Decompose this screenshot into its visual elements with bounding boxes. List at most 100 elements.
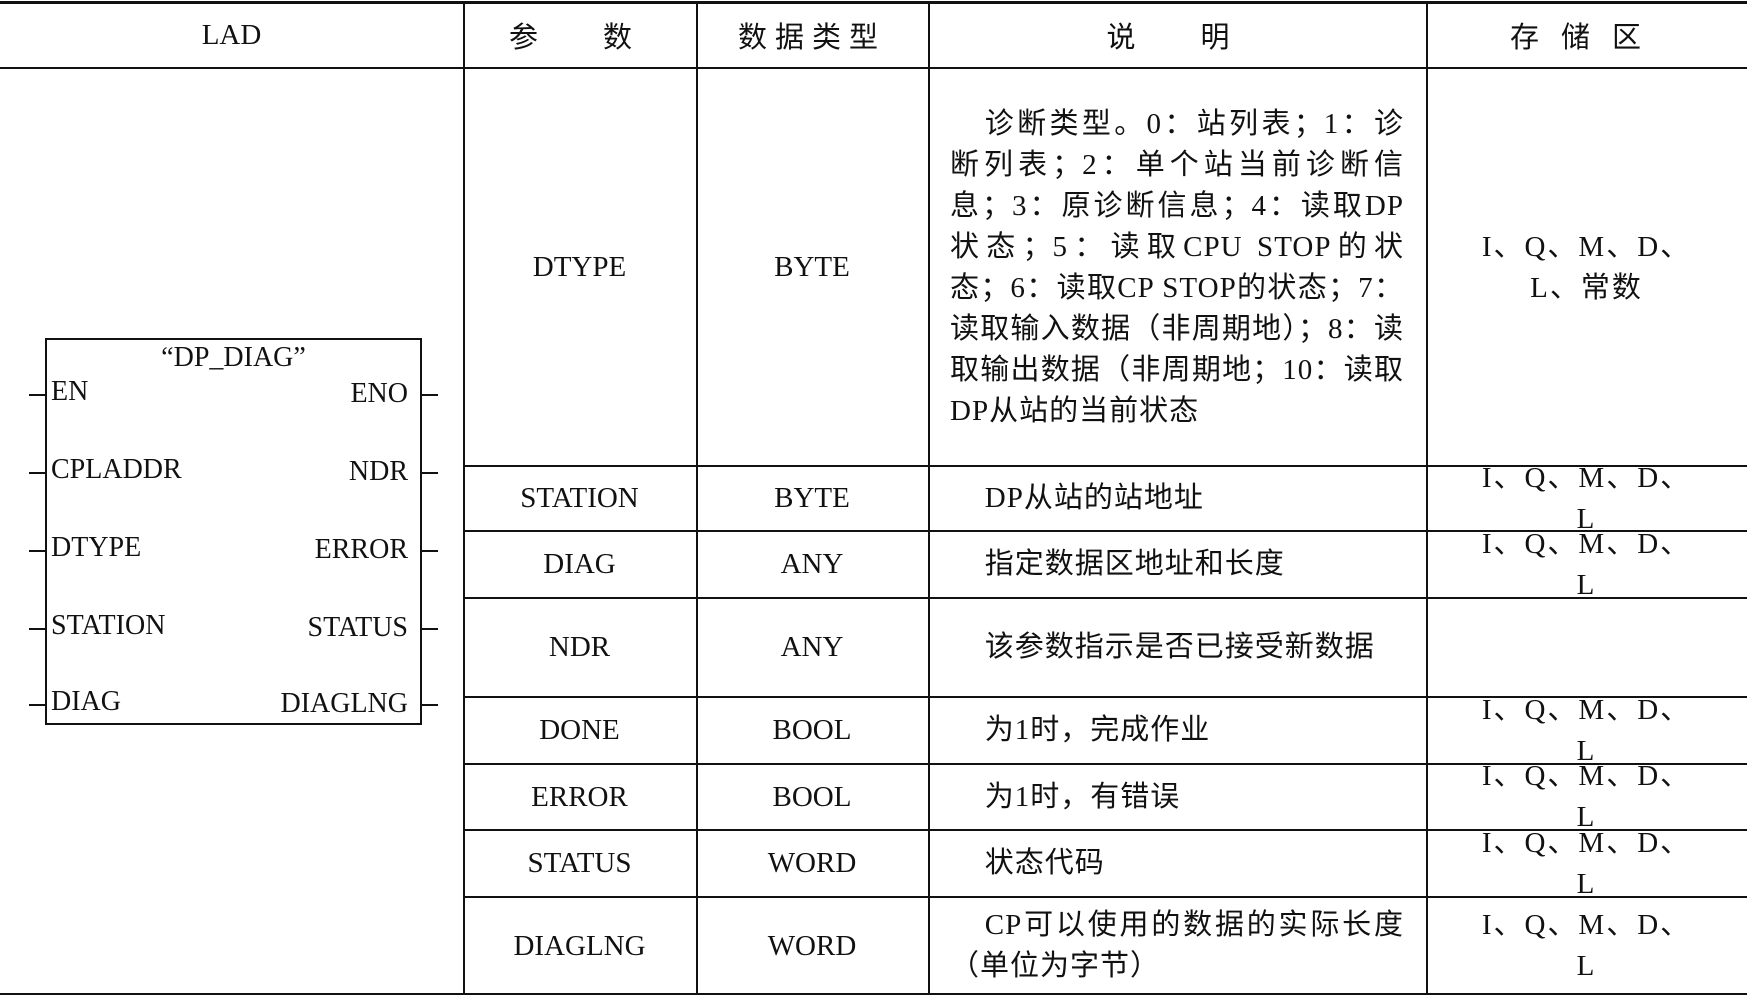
output-pin-line xyxy=(422,394,438,396)
desc-cell: 指定数据区地址和长度 xyxy=(928,531,1426,598)
type-cell-text: BYTE xyxy=(774,251,850,283)
input-pin-line xyxy=(29,704,45,706)
header-bottom-border xyxy=(0,67,1747,69)
block-title: “DP_DIAG” xyxy=(161,342,306,373)
input-pin-label: CPLADDR xyxy=(51,454,182,485)
output-pin-line xyxy=(422,628,438,630)
input-pin-line xyxy=(29,472,45,474)
param-cell-text: DIAGLNG xyxy=(513,929,646,962)
desc-cell: 该参数指示是否已接受新数据 xyxy=(928,598,1426,697)
input-pin-line xyxy=(29,628,45,630)
header-type: 数据类型 xyxy=(737,22,886,54)
desc-cell: 为1时，完成作业 xyxy=(928,697,1426,764)
param-cell-text: NDR xyxy=(548,631,611,663)
table-top-border xyxy=(0,1,1747,4)
desc-cell-text: 诊断类型。0：站列表；1：诊断列表；2：单个站当前诊断信息；3：原诊断信息；4：… xyxy=(950,107,1404,427)
param-cell-text: STATION xyxy=(520,482,639,514)
row-divider xyxy=(463,465,1747,467)
output-pin-label: STATUS xyxy=(307,612,408,643)
row-divider xyxy=(463,530,1747,532)
desc-cell-text: DP从站的站地址 xyxy=(984,482,1204,514)
area-cell-text: I、Q、M、D、L xyxy=(1481,826,1692,900)
area-cell: I、Q、M、D、L xyxy=(1426,760,1747,833)
row-divider xyxy=(463,829,1747,831)
input-pin-label: STATION xyxy=(51,610,166,641)
param-cell: DTYPE xyxy=(463,69,696,466)
param-cell: DIAGLNG xyxy=(463,897,696,995)
area-cell: I、Q、M、D、L xyxy=(1426,897,1747,995)
header-area: 存储区 xyxy=(1509,22,1663,54)
desc-cell-text: 为1时，完成作业 xyxy=(984,714,1211,746)
output-pin-label: ERROR xyxy=(314,534,408,565)
param-cell-text: DIAG xyxy=(543,548,616,580)
type-cell-text: ANY xyxy=(780,548,844,580)
type-cell-text: ANY xyxy=(780,631,844,663)
area-cell-text: I、Q、M、D、L xyxy=(1481,527,1692,601)
type-cell: WORD xyxy=(696,897,928,995)
desc-cell: 诊断类型。0：站列表；1：诊断列表；2：单个站当前诊断信息；3：原诊断信息；4：… xyxy=(928,69,1426,466)
area-cell: I、Q、M、D、L xyxy=(1426,528,1747,601)
type-cell-text: WORD xyxy=(767,929,857,962)
desc-cell-text: 该参数指示是否已接受新数据 xyxy=(984,631,1375,663)
param-cell: STATUS xyxy=(463,830,696,897)
output-pin-label: ENO xyxy=(350,378,408,409)
param-cell-text: DONE xyxy=(539,714,620,746)
type-cell: BYTE xyxy=(696,466,928,531)
input-pin-label: EN xyxy=(51,376,89,407)
param-cell: ERROR xyxy=(463,764,696,830)
row-divider xyxy=(463,696,1747,698)
column-divider xyxy=(1426,3,1428,995)
desc-cell: 状态代码 xyxy=(928,830,1426,897)
desc-cell-text: 指定数据区地址和长度 xyxy=(984,548,1285,580)
desc-cell-text: 状态代码 xyxy=(984,847,1105,879)
type-cell-text: BYTE xyxy=(774,482,850,514)
type-cell: ANY xyxy=(696,531,928,598)
header-desc: 说 明 xyxy=(1106,22,1248,54)
desc-cell: DP从站的站地址 xyxy=(928,466,1426,531)
area-cell: I、Q、M、D、L xyxy=(1426,694,1747,767)
row-divider xyxy=(463,597,1747,599)
column-divider xyxy=(928,3,930,995)
row-divider xyxy=(463,896,1747,898)
area-cell: I、Q、M、D、L、常数 xyxy=(1426,69,1747,466)
type-cell-text: BOOL xyxy=(772,780,852,813)
area-cell-text: I、Q、M、D、L xyxy=(1481,909,1692,982)
desc-cell: CP可以使用的数据的实际长度（单位为字节） xyxy=(928,897,1426,995)
table-bottom-border xyxy=(0,993,1747,995)
type-cell: ANY xyxy=(696,598,928,697)
type-cell-text: BOOL xyxy=(772,714,852,746)
param-cell-text: STATUS xyxy=(527,847,632,879)
desc-cell-text: CP可以使用的数据的实际长度（单位为字节） xyxy=(950,909,1404,982)
param-cell: NDR xyxy=(463,598,696,697)
param-cell: DIAG xyxy=(463,531,696,598)
area-cell: I、Q、M、D、L xyxy=(1426,462,1747,535)
header-param: 参 数 xyxy=(508,22,650,54)
input-pin-line xyxy=(29,550,45,552)
input-pin-label: DIAG xyxy=(51,686,121,717)
type-cell: BOOL xyxy=(696,764,928,830)
area-cell-text: I、Q、M、D、L xyxy=(1481,461,1692,535)
param-cell-text: ERROR xyxy=(531,780,628,813)
area-cell-text: I、Q、M、D、L、常数 xyxy=(1481,230,1692,304)
area-cell: I、Q、M、D、L xyxy=(1426,827,1747,900)
row-divider xyxy=(463,763,1747,765)
type-cell: WORD xyxy=(696,830,928,897)
dp-diag-block: “DP_DIAG” EN CPLADDR DTYPE STATION DIAG ENO ND… xyxy=(45,338,422,725)
desc-cell-text: 为1时，有错误 xyxy=(984,780,1181,813)
column-divider xyxy=(463,3,465,995)
area-cell xyxy=(1426,598,1747,697)
param-cell: STATION xyxy=(463,466,696,531)
type-cell-text: WORD xyxy=(767,847,857,879)
area-cell-text: I、Q、M、D、L xyxy=(1481,693,1692,767)
param-cell: DONE xyxy=(463,697,696,764)
type-cell: BYTE xyxy=(696,69,928,466)
param-cell-text: DTYPE xyxy=(532,251,627,283)
header-lad: LAD xyxy=(201,18,262,51)
type-cell: BOOL xyxy=(696,697,928,764)
output-pin-line xyxy=(422,472,438,474)
output-pin-line xyxy=(422,550,438,552)
desc-cell: 为1时，有错误 xyxy=(928,764,1426,830)
column-divider xyxy=(696,3,698,995)
output-pin-line xyxy=(422,704,438,706)
area-cell-text: I、Q、M、D、L xyxy=(1481,760,1692,833)
